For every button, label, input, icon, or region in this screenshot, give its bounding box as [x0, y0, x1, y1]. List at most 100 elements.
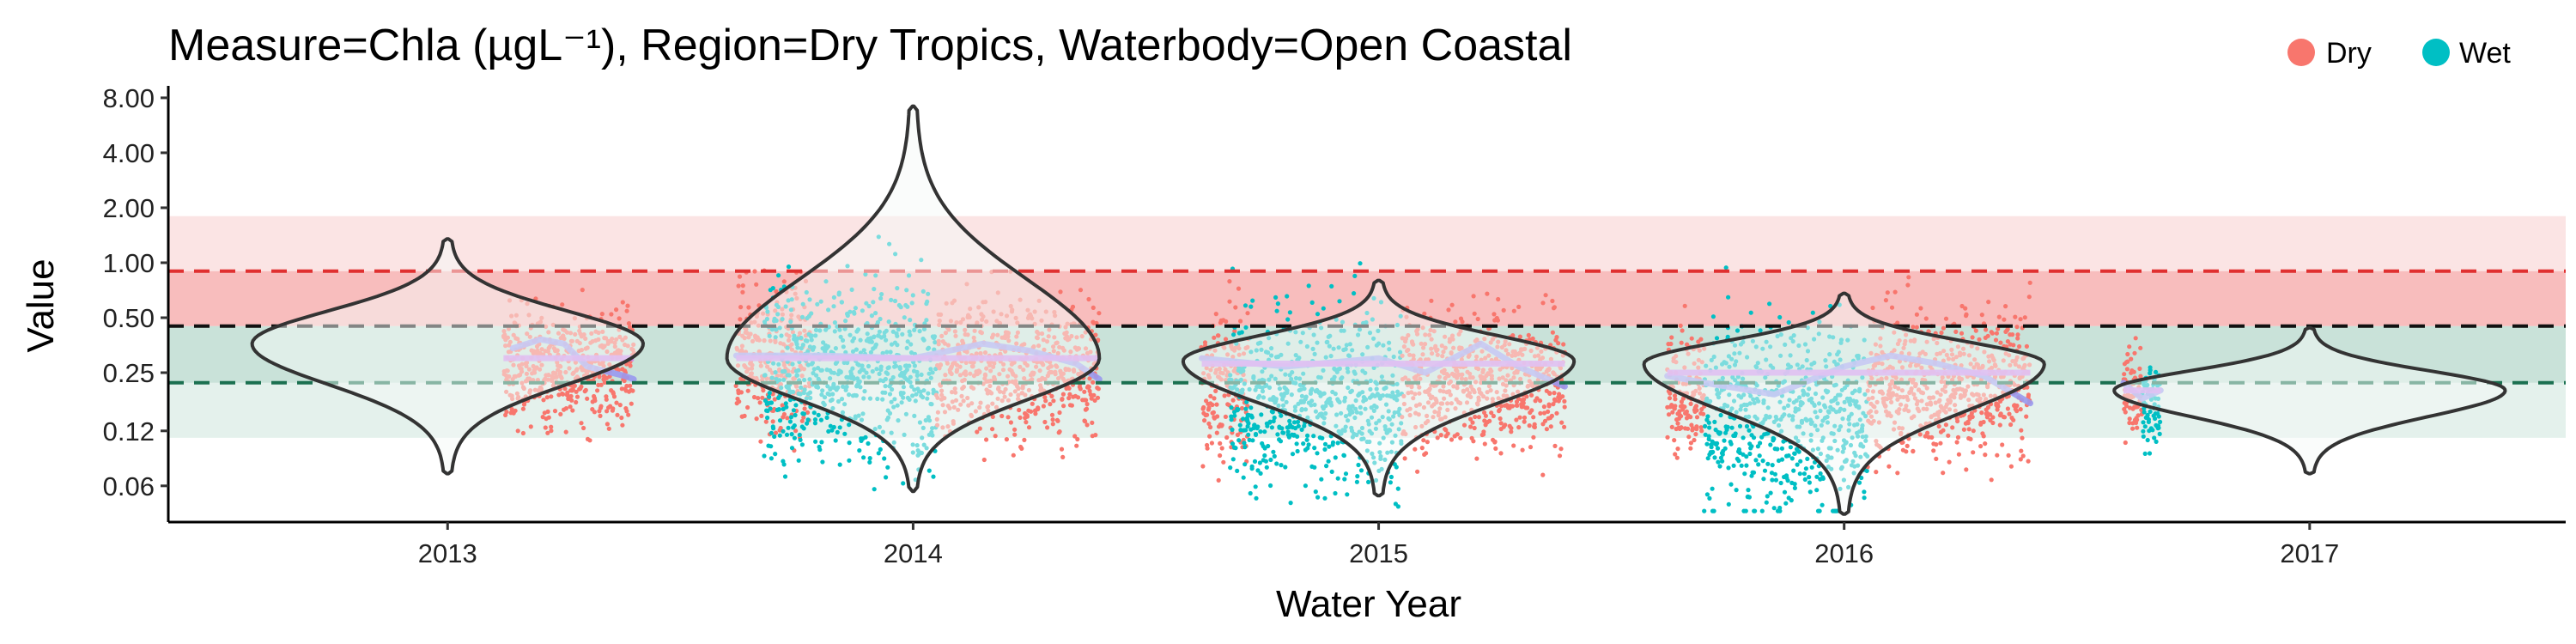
- data-point: [1299, 427, 1304, 432]
- data-point: [1091, 380, 1096, 385]
- data-point: [1449, 437, 1455, 442]
- data-point: [1783, 501, 1789, 506]
- data-point: [1675, 447, 1680, 452]
- data-point: [1785, 478, 1790, 483]
- data-point: [1552, 305, 1557, 310]
- data-point: [975, 429, 980, 434]
- data-point: [781, 428, 786, 434]
- data-point: [1008, 420, 1013, 425]
- data-point: [2136, 413, 2141, 418]
- data-point: [1699, 407, 1704, 412]
- data-point: [1024, 420, 1029, 425]
- data-point: [1255, 426, 1260, 431]
- data-point: [614, 400, 619, 405]
- data-point: [1091, 392, 1097, 398]
- data-point: [583, 387, 588, 392]
- data-point: [1236, 438, 1242, 443]
- data-point: [1791, 468, 1796, 473]
- data-point: [1266, 443, 1271, 449]
- data-point: [789, 432, 794, 437]
- data-point: [1030, 401, 1035, 406]
- data-point: [1329, 283, 1334, 289]
- data-point: [1764, 500, 1769, 505]
- data-point: [1773, 477, 1778, 483]
- data-point: [1934, 456, 1939, 462]
- data-point: [2008, 464, 2014, 469]
- data-point: [549, 394, 554, 399]
- data-point: [1925, 430, 1930, 435]
- data-point: [1703, 432, 1708, 437]
- data-point: [1279, 463, 1284, 468]
- data-point: [1792, 485, 1797, 491]
- data-point: [1918, 306, 1923, 311]
- data-point: [1485, 291, 1490, 296]
- data-point: [1249, 405, 1254, 410]
- data-point: [1668, 391, 1673, 396]
- data-point: [1354, 479, 1359, 484]
- data-point: [763, 419, 769, 424]
- data-point: [1981, 434, 1986, 439]
- data-point: [1956, 452, 1961, 457]
- data-point: [1288, 501, 1293, 506]
- data-point: [1725, 424, 1730, 429]
- y-tick-label: 8.00: [103, 83, 155, 113]
- data-point: [2005, 406, 2010, 411]
- data-point: [1295, 434, 1300, 439]
- data-point: [1449, 302, 1455, 307]
- data-point: [1019, 446, 1024, 452]
- data-point: [1445, 431, 1450, 436]
- data-point: [1312, 446, 1317, 451]
- data-point: [566, 396, 571, 402]
- data-point: [1722, 438, 1727, 443]
- data-point: [563, 406, 569, 411]
- data-point: [1906, 275, 1911, 280]
- data-point: [2147, 451, 2153, 456]
- data-point: [1287, 310, 1292, 315]
- data-point: [1522, 419, 1527, 424]
- data-point: [1914, 325, 1919, 330]
- data-point: [760, 395, 765, 400]
- data-point: [528, 424, 533, 429]
- data-point: [1094, 320, 1099, 325]
- data-point: [867, 456, 872, 461]
- data-point: [504, 410, 509, 415]
- data-point: [1236, 407, 1241, 412]
- data-point: [604, 397, 609, 402]
- data-point: [2131, 369, 2136, 374]
- data-point: [1728, 441, 1734, 447]
- data-point: [1438, 433, 1443, 438]
- data-point: [1710, 314, 1716, 319]
- data-point: [742, 413, 747, 418]
- data-point: [2014, 409, 2020, 414]
- data-point: [574, 394, 580, 399]
- data-point: [2010, 332, 2015, 337]
- data-point: [769, 400, 775, 405]
- data-point: [1004, 437, 1009, 442]
- data-point: [1701, 411, 1706, 416]
- data-point: [1544, 427, 1549, 432]
- data-point: [1818, 471, 1823, 477]
- data-point: [1086, 296, 1091, 302]
- data-point: [1765, 494, 1770, 499]
- data-point: [1704, 492, 1710, 497]
- data-point: [771, 426, 776, 431]
- data-point: [1673, 452, 1678, 457]
- data-point: [1311, 434, 1316, 439]
- data-point: [1665, 434, 1670, 440]
- data-point: [1693, 404, 1699, 409]
- data-point: [1547, 391, 1552, 396]
- data-point: [1472, 311, 1477, 316]
- data-point: [1548, 424, 1553, 429]
- data-point: [1319, 477, 1324, 482]
- data-point: [1736, 447, 1741, 453]
- data-point: [805, 421, 810, 426]
- data-point: [2013, 314, 2018, 319]
- data-point: [1395, 486, 1400, 491]
- data-point: [1295, 419, 1301, 424]
- data-point: [605, 422, 611, 427]
- data-point: [1082, 389, 1087, 394]
- data-point: [1216, 477, 1221, 483]
- data-point: [1011, 453, 1016, 458]
- data-point: [624, 308, 629, 313]
